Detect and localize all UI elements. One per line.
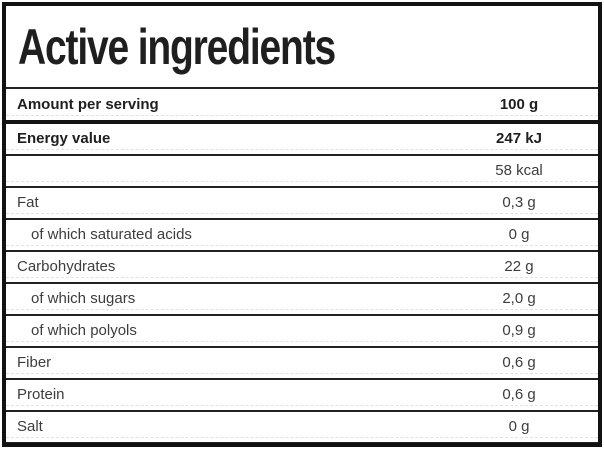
row-label: Fat [17, 195, 39, 211]
table-row: 58 kcal [6, 156, 598, 188]
row-content: 58 kcal [6, 156, 598, 182]
table-row: Salt 0 g [6, 412, 598, 443]
row-value: 0,9 g [502, 322, 536, 339]
table-title-block: Active ingredients [6, 6, 598, 89]
row-content: of which saturated acids 0 g [6, 220, 598, 246]
row-value: 0,6 g [502, 354, 536, 371]
table-row: of which sugars 2,0 g [6, 284, 598, 316]
row-value: 58 kcal [495, 162, 543, 179]
row-label: of which saturated acids [31, 227, 192, 243]
row-content: Energy value 247 kJ [6, 124, 598, 150]
row-value: 0,6 g [502, 386, 536, 403]
table-row: Carbohydrates 22 g [6, 252, 598, 284]
row-content: of which sugars 2,0 g [6, 284, 598, 310]
row-label: of which polyols [31, 323, 137, 339]
table-row: Protein 0,6 g [6, 380, 598, 412]
table-row: Fiber 0,6 g [6, 348, 598, 380]
row-value: 22 g [504, 258, 534, 275]
row-content: Amount per serving 100 g [6, 89, 598, 116]
table-row: of which polyols 0,9 g [6, 316, 598, 348]
page-title: Active ingredients [18, 18, 336, 75]
row-value: 0 g [508, 226, 530, 243]
row-label: Carbohydrates [17, 259, 116, 275]
row-value: 2,0 g [502, 290, 536, 307]
row-content: Protein 0,6 g [6, 380, 598, 406]
table-row: of which saturated acids 0 g [6, 220, 598, 252]
row-label: Fiber [17, 355, 52, 371]
row-value: 0,3 g [502, 194, 536, 211]
row-label: Salt [17, 419, 43, 435]
row-content: of which polyols 0,9 g [6, 316, 598, 342]
row-value: 247 kJ [496, 130, 542, 147]
table-body: Energy value 247 kJ 58 kcal Fat 0,3 g of… [6, 124, 598, 443]
row-label: of which sugars [31, 291, 136, 307]
row-content: Fiber 0,6 g [6, 348, 598, 374]
row-label: Amount per serving [17, 97, 159, 113]
row-label: Protein [17, 387, 65, 403]
table-row: Energy value 247 kJ [6, 124, 598, 156]
row-label: Energy value [17, 131, 111, 147]
row-content: Salt 0 g [6, 412, 598, 438]
row-content: Fat 0,3 g [6, 188, 598, 214]
table-row: Fat 0,3 g [6, 188, 598, 220]
row-value: 0 g [508, 418, 530, 435]
row-content: Carbohydrates 22 g [6, 252, 598, 278]
row-value: 100 g [499, 96, 539, 113]
amount-per-serving-row: Amount per serving 100 g [6, 89, 598, 124]
